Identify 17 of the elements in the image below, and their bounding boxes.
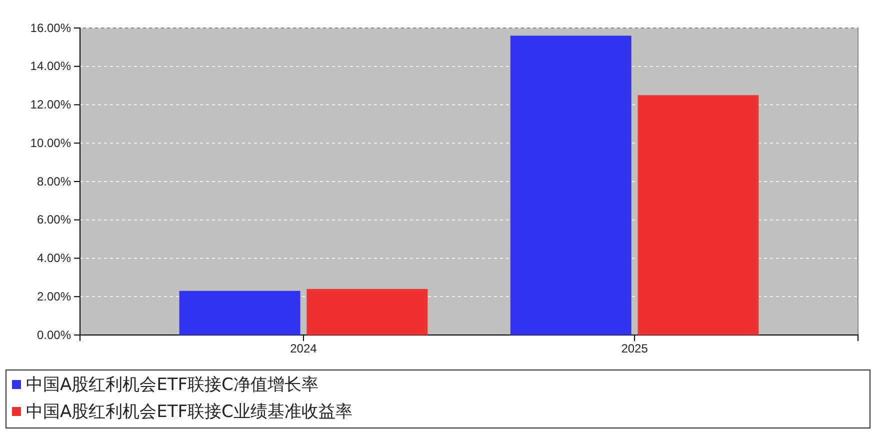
y-tick-label: 2.00%	[36, 289, 72, 304]
bar	[510, 36, 632, 335]
bar	[638, 95, 759, 335]
y-tick-label: 14.00%	[30, 59, 72, 74]
x-tick-label: 2024	[290, 342, 318, 356]
legend-label: 中国A股红利机会ETF联接C业绩基准收益率	[26, 402, 352, 422]
y-tick-label: 16.00%	[30, 20, 72, 35]
y-tick-label: 6.00%	[36, 212, 72, 227]
y-tick-label: 12.00%	[30, 98, 72, 112]
legend-label: 中国A股红利机会ETF联接C净值增长率	[26, 375, 318, 395]
y-tick-label: 10.00%	[30, 136, 72, 150]
x-tick-label: 2025	[621, 342, 648, 356]
bar	[306, 288, 428, 335]
y-tick-label: 4.00%	[36, 251, 72, 266]
y-tick-label: 8.00%	[36, 174, 72, 188]
y-tick-label: 0.00%	[36, 328, 72, 342]
bar	[179, 290, 300, 335]
